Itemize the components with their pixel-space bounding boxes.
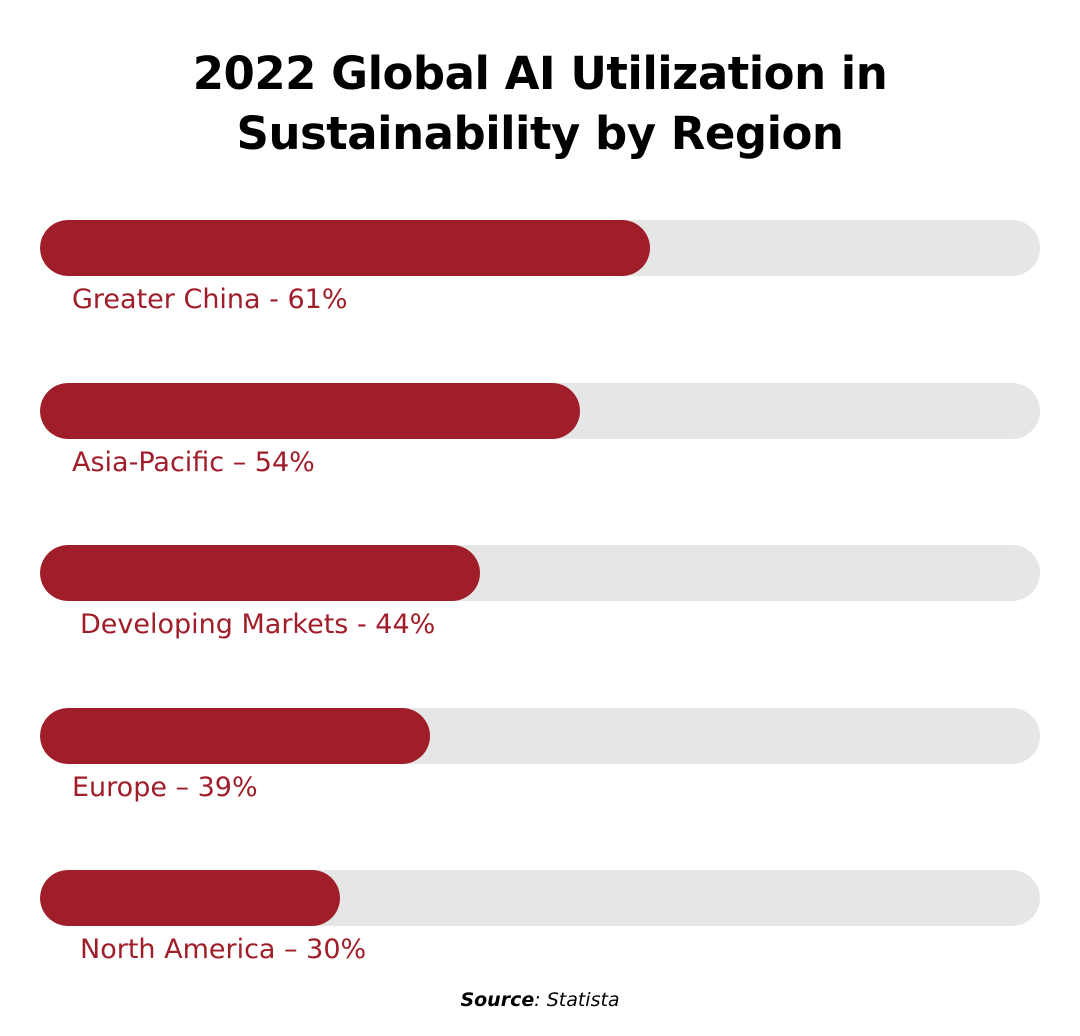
bar-europe xyxy=(40,708,430,764)
bar-track-europe xyxy=(40,708,1040,764)
bar-developing-markets xyxy=(40,545,480,601)
bar-label-greater-china: Greater China - 61% xyxy=(72,284,348,315)
chart-title: 2022 Global AI Utilization in Sustainabi… xyxy=(0,44,1080,164)
bar-asia-pacific xyxy=(40,383,580,439)
bar-label-developing-markets: Developing Markets - 44% xyxy=(80,609,436,640)
bar-track-greater-china xyxy=(40,220,1040,276)
bar-label-north-america: North America – 30% xyxy=(80,934,367,965)
chart-title-line-1: 2022 Global AI Utilization in xyxy=(192,47,888,100)
bar-label-europe: Europe – 39% xyxy=(72,772,258,803)
bar-track-north-america xyxy=(40,870,1040,926)
source-separator: : xyxy=(534,989,547,1011)
bar-track-developing-markets xyxy=(40,545,1040,601)
source-note: Source: Statista xyxy=(0,987,1080,1013)
source-label: Source xyxy=(460,989,535,1011)
chart-title-line-2: Sustainability by Region xyxy=(236,107,844,160)
bar-label-asia-pacific: Asia-Pacific – 54% xyxy=(72,447,315,478)
bar-greater-china xyxy=(40,220,650,276)
bar-north-america xyxy=(40,870,340,926)
bar-track-asia-pacific xyxy=(40,383,1040,439)
source-value: Statista xyxy=(546,989,620,1011)
